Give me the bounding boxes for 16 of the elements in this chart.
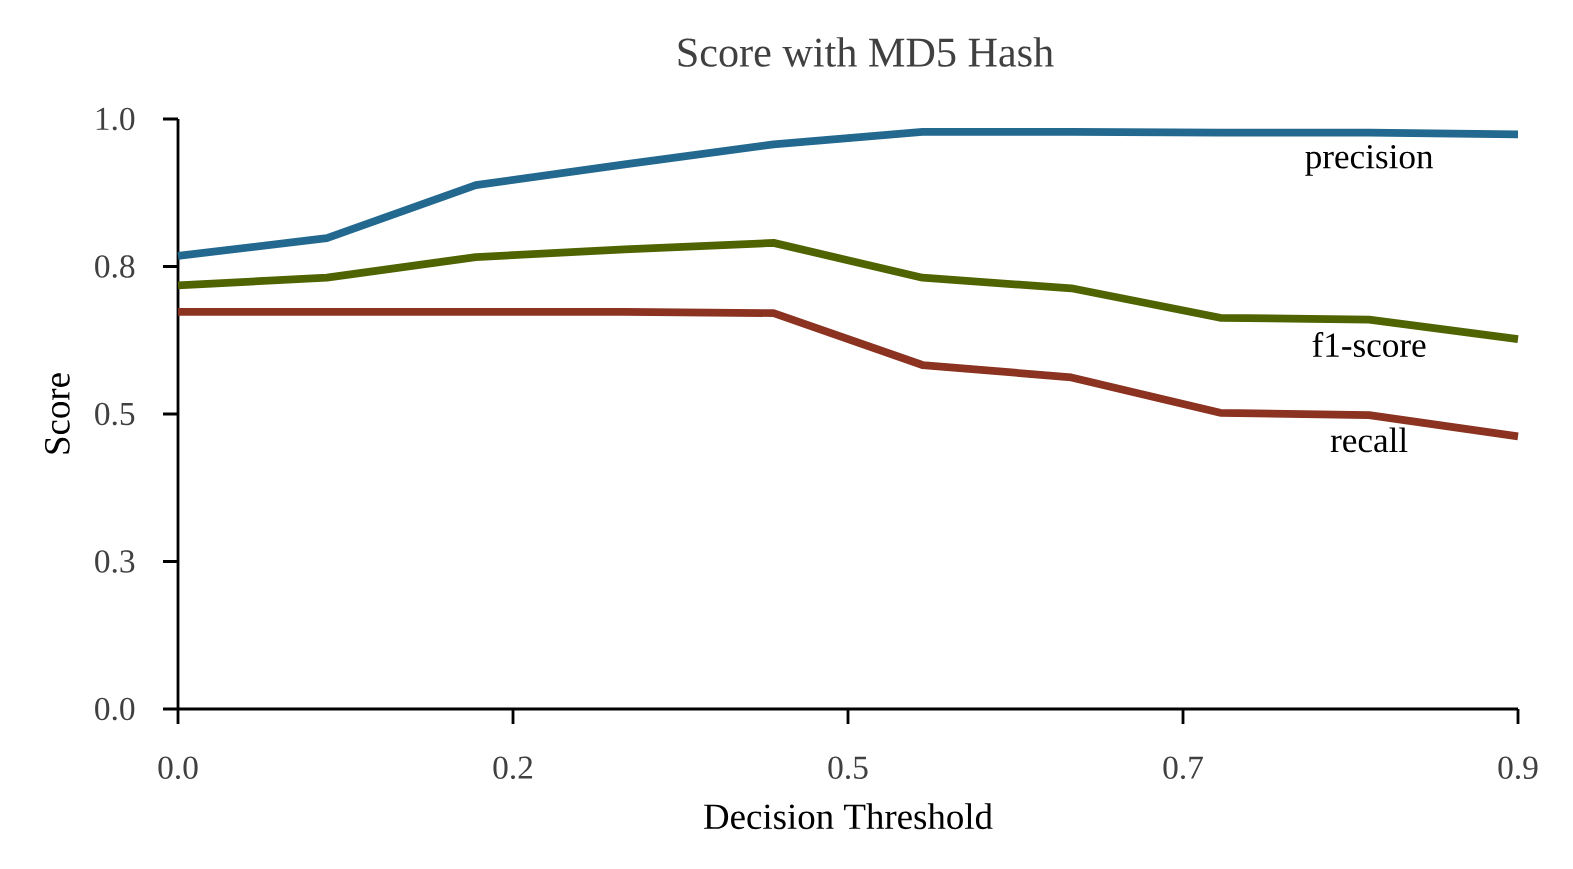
y-tick-label: 1.0	[96, 107, 135, 131]
series-label: f1-score	[1312, 332, 1426, 358]
series-label: recall	[1330, 427, 1408, 453]
x-tick-label: 0.0	[158, 756, 198, 780]
x-tick-label: 0.7	[1163, 756, 1203, 780]
y-tick-label: 0.5	[95, 402, 135, 426]
y-tick-label: 0.8	[95, 255, 135, 278]
x-axis-title: Decision Threshold	[704, 803, 993, 830]
y-axis-title: Score	[44, 373, 70, 454]
series-label: precision	[1305, 144, 1434, 176]
y-tick-label: 0.0	[95, 697, 135, 721]
x-tick-label: 0.2	[493, 756, 533, 780]
y-tick-label: 0.3	[95, 550, 135, 573]
x-tick-label: 0.5	[828, 756, 868, 780]
chart-title: Score with MD5 Hash	[678, 37, 1054, 67]
x-tick-label: 0.9	[1498, 756, 1538, 780]
